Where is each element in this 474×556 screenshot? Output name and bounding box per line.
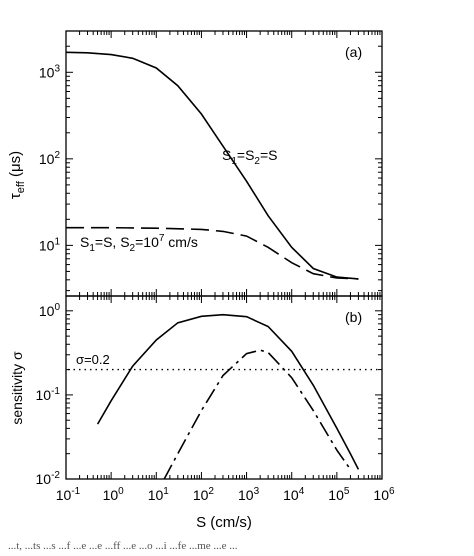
- panel-a-curves: [65, 51, 359, 280]
- series-line-1-solid: [65, 51, 359, 280]
- panel-b-frame: [65, 295, 383, 480]
- panel-a-ticks: [65, 30, 383, 296]
- panel-label-a: (a): [345, 44, 362, 60]
- x-tick-label: 104: [283, 486, 305, 503]
- y-tick-label: 100: [39, 302, 61, 319]
- y-axis-label-sensitivity: sensitivity σ: [9, 351, 25, 425]
- y-tick-label: 101: [39, 236, 61, 253]
- y-axis-label-tau-eff: τeff (μs): [7, 151, 27, 199]
- caption-fragment: ...t, ...ts ...s ...f ...e ...e ...ff ..…: [8, 540, 238, 552]
- x-tick-label: 10-1: [56, 486, 81, 503]
- x-tick-label: 103: [238, 486, 260, 503]
- panel-a-text: 101 102 103 (a) S1=S2=S S1=S, S2=107 cm/s τeff…: [7, 44, 362, 254]
- reference-line-label: σ=0.2: [76, 352, 110, 367]
- panel-b-curves: [68, 313, 380, 480]
- series-label-solid: S1=S2=S: [222, 147, 278, 167]
- series-line-2-dashdot: [163, 349, 352, 480]
- panel-b-ticks: [65, 296, 383, 480]
- y-tick-label: 103: [39, 63, 61, 80]
- x-tick-label: 105: [328, 486, 350, 503]
- panel-a-frame: [65, 30, 383, 297]
- series-line-2-dashed: [66, 226, 359, 280]
- x-tick-label: 100: [103, 486, 125, 503]
- panel-a: 101 102 103 (a) S1=S2=S S1=S, S2=107 cm/s τeff…: [7, 30, 383, 297]
- x-axis-label: S (cm/s): [196, 514, 252, 531]
- y-tick-label: 102: [39, 150, 61, 167]
- figure: 101 102 103 (a) S1=S2=S S1=S, S2=107 cm/s τeff…: [7, 30, 395, 531]
- panel-label-b: (b): [345, 309, 362, 325]
- y-tick-label: 10-2: [36, 470, 61, 487]
- y-tick-label: 10-1: [36, 386, 61, 403]
- series-label-dashed: S1=S, S2=107 cm/s: [80, 233, 198, 254]
- x-tick-label: 106: [373, 486, 395, 503]
- series-line-1-solid: [96, 313, 360, 470]
- x-tick-label: 101: [148, 486, 170, 503]
- x-tick-label: 102: [193, 486, 215, 503]
